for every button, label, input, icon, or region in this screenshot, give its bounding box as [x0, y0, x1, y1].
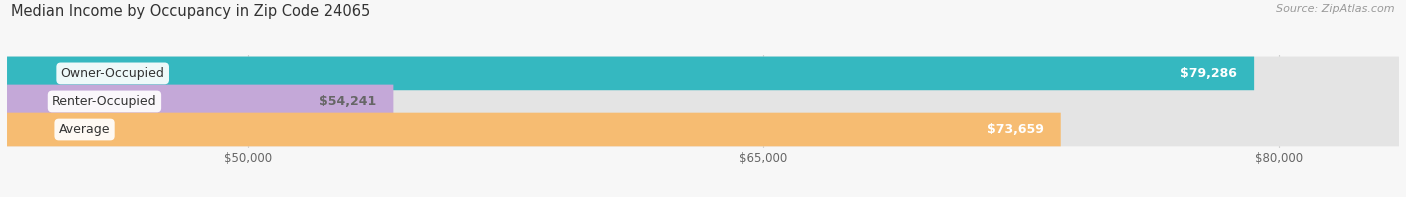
Text: Owner-Occupied: Owner-Occupied	[60, 67, 165, 80]
FancyBboxPatch shape	[7, 57, 1254, 90]
Text: Source: ZipAtlas.com: Source: ZipAtlas.com	[1277, 4, 1395, 14]
Text: $73,659: $73,659	[987, 123, 1043, 136]
FancyBboxPatch shape	[7, 113, 1399, 146]
Text: $79,286: $79,286	[1180, 67, 1237, 80]
Text: $54,241: $54,241	[319, 95, 377, 108]
FancyBboxPatch shape	[7, 113, 1060, 146]
FancyBboxPatch shape	[7, 85, 394, 118]
Text: Median Income by Occupancy in Zip Code 24065: Median Income by Occupancy in Zip Code 2…	[11, 4, 371, 19]
Text: Renter-Occupied: Renter-Occupied	[52, 95, 156, 108]
FancyBboxPatch shape	[7, 85, 1399, 118]
Text: Average: Average	[59, 123, 110, 136]
FancyBboxPatch shape	[7, 57, 1399, 90]
